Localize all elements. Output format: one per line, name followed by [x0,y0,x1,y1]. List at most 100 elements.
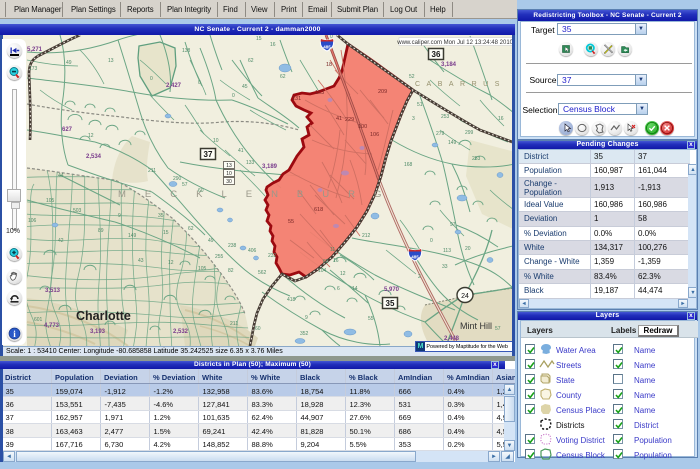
svg-text:352: 352 [300,331,309,337]
svg-text:43: 43 [138,258,144,264]
svg-text:MECKLENBURG: MECKLENBURG [118,189,400,200]
svg-text:255: 255 [215,254,224,260]
svg-text:5,271: 5,271 [27,47,43,53]
svg-text:12: 12 [168,260,174,266]
svg-text:44: 44 [58,173,64,179]
svg-text:55: 55 [288,219,294,225]
svg-text:3,193: 3,193 [90,329,106,335]
svg-text:105: 105 [46,198,55,204]
svg-text:0: 0 [232,93,235,99]
svg-text:149: 149 [128,233,137,239]
svg-text:3,513: 3,513 [45,288,61,294]
svg-text:CABARRUS: CABARRUS [415,81,506,88]
svg-text:15: 15 [163,230,169,236]
svg-text:13: 13 [108,58,114,64]
svg-text:100: 100 [358,124,367,130]
svg-text:2,427: 2,427 [166,83,182,89]
svg-text:232: 232 [268,253,277,259]
svg-text:211: 211 [230,321,238,327]
svg-text:16: 16 [333,258,339,264]
svg-text:42: 42 [58,238,64,244]
svg-text:41: 41 [336,116,342,122]
svg-text:131: 131 [292,96,301,102]
svg-text:2: 2 [418,274,421,280]
svg-text:105: 105 [198,266,207,272]
svg-text:24: 24 [461,293,469,300]
svg-text:299: 299 [465,130,474,136]
svg-text:63: 63 [323,259,329,265]
svg-text:618: 618 [314,207,323,213]
svg-text:12: 12 [340,271,346,277]
svg-text:37: 37 [204,150,213,159]
svg-text:2,532: 2,532 [173,329,189,335]
svg-text:97: 97 [450,222,456,228]
svg-text:503: 503 [73,208,82,214]
svg-text:49: 49 [66,60,72,66]
svg-text:30: 30 [226,179,232,185]
svg-text:62: 62 [188,226,194,232]
svg-text:418: 418 [287,297,296,303]
svg-text:0: 0 [430,238,433,244]
svg-text:35: 35 [158,213,164,219]
svg-text:106: 106 [370,132,379,138]
svg-text:0: 0 [150,76,153,82]
svg-text:3: 3 [412,116,415,122]
svg-text:20: 20 [465,246,471,252]
svg-text:52: 52 [409,74,415,80]
svg-text:60: 60 [255,326,261,332]
svg-text:5,970: 5,970 [384,287,400,293]
svg-text:55: 55 [368,316,374,322]
svg-text:485: 485 [411,255,419,260]
svg-text:153: 153 [315,90,324,96]
svg-text:41: 41 [238,148,244,154]
svg-text:290: 290 [173,176,182,182]
svg-text:51: 51 [417,102,423,108]
svg-text:279: 279 [436,131,445,137]
svg-text:627: 627 [62,127,73,133]
svg-text:35: 35 [386,299,395,308]
svg-text:9: 9 [118,213,121,219]
svg-text:406: 406 [248,248,257,254]
svg-text:i: i [13,329,16,339]
svg-text:113: 113 [443,248,451,254]
svg-text:3,189: 3,189 [262,164,278,170]
svg-text:2,448: 2,448 [444,336,460,342]
svg-text:Mint Hill: Mint Hill [460,321,492,331]
svg-text:2,534: 2,534 [86,154,102,160]
svg-text:18: 18 [326,62,332,68]
svg-text:253: 253 [472,156,481,162]
svg-text:173: 173 [29,66,38,72]
svg-text:211: 211 [148,168,156,174]
svg-text:104: 104 [318,268,327,274]
svg-text:60: 60 [198,188,204,194]
svg-text:229: 229 [345,117,354,123]
svg-text:33: 33 [442,264,448,270]
svg-text:168: 168 [404,162,413,168]
svg-text:133: 133 [246,160,255,166]
svg-text:562: 562 [258,270,267,276]
svg-text:www.caliper.com Mon Jul 12 13:: www.caliper.com Mon Jul 12 13:24:48 2010 [396,40,513,46]
svg-text:13: 13 [226,163,232,169]
svg-text:16: 16 [498,116,504,122]
svg-text:10: 10 [226,171,232,177]
svg-text:106: 106 [28,218,37,224]
svg-text:6: 6 [337,286,340,292]
svg-text:62: 62 [280,74,286,80]
svg-text:485: 485 [323,45,331,50]
svg-text:601: 601 [34,317,43,323]
svg-text:12: 12 [88,133,94,139]
svg-text:238: 238 [228,243,237,249]
svg-text:82: 82 [228,268,234,274]
svg-text:253: 253 [441,114,450,120]
svg-text:57: 57 [495,326,501,332]
svg-text:11: 11 [330,247,335,253]
svg-text:212: 212 [362,233,371,239]
svg-text:45: 45 [242,84,248,90]
svg-text:36: 36 [432,50,441,59]
svg-text:209: 209 [378,89,387,95]
svg-text:14: 14 [352,286,358,292]
svg-text:62: 62 [248,58,254,64]
svg-text:0: 0 [330,35,333,40]
svg-text:57: 57 [182,182,188,188]
svg-text:4,773: 4,773 [44,323,60,329]
